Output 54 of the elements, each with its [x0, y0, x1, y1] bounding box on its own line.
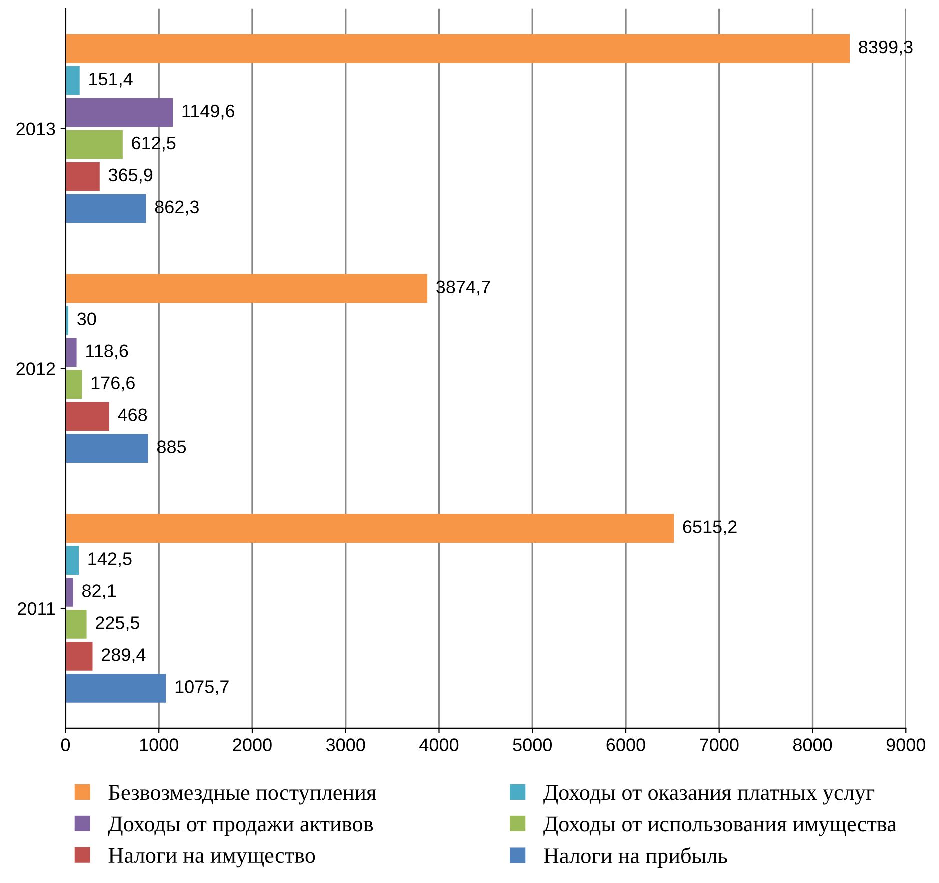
- data-label: 118,6: [86, 344, 128, 360]
- y-tick-label: 2011: [18, 602, 56, 616]
- bar: [66, 98, 174, 128]
- bar: [66, 402, 110, 432]
- x-tick-label: 5000: [513, 738, 552, 752]
- data-label: 3874,7: [436, 280, 490, 296]
- bar: [66, 370, 82, 400]
- bar: [66, 514, 674, 543]
- bar: [66, 274, 428, 304]
- data-label: 82,1: [82, 584, 116, 600]
- x-tick-label: 8000: [793, 738, 832, 752]
- bar: [66, 434, 148, 464]
- data-label: 885: [157, 440, 186, 454]
- y-tick-label: 2012: [16, 362, 56, 376]
- bar: [66, 578, 74, 607]
- bar: [66, 642, 93, 671]
- legend-label: Безвозмездные поступления: [108, 785, 376, 805]
- data-label: 1075,7: [176, 680, 229, 696]
- legend-label: Налоги на прибыль: [544, 847, 728, 868]
- data-label: 151,4: [90, 73, 133, 88]
- data-label: 225,5: [96, 616, 140, 632]
- bar: [66, 162, 100, 192]
- bar: [66, 130, 123, 160]
- y-tick-label: 2013: [16, 122, 56, 136]
- data-label: 6515,2: [683, 520, 737, 536]
- data-label: 862,3: [155, 200, 199, 216]
- x-tick-label: 7000: [700, 738, 739, 752]
- bar: [66, 66, 80, 96]
- data-label: 30: [78, 312, 96, 326]
- legend-label: Доходы от оказания платных услуг: [544, 785, 875, 805]
- x-tick-label: 9000: [886, 738, 926, 752]
- data-label: 365,9: [108, 168, 153, 184]
- data-label: 176,6: [92, 376, 135, 392]
- bar: [66, 338, 77, 368]
- legend-label: Налоги на имущество: [108, 848, 316, 868]
- data-label: 468: [118, 408, 148, 422]
- data-label: 289,4: [102, 648, 146, 664]
- x-tick-label: 0: [61, 738, 70, 752]
- x-tick-label: 1000: [140, 738, 178, 752]
- x-tick-label: 4000: [420, 738, 459, 752]
- data-label: 142,5: [88, 552, 132, 568]
- x-tick-label: 6000: [606, 738, 646, 752]
- bar: [66, 674, 166, 703]
- bar: [66, 610, 87, 639]
- data-label: 8399,3: [859, 40, 913, 56]
- bar: [66, 546, 80, 575]
- x-tick-label: 2000: [233, 738, 272, 752]
- data-label: 1149,6: [182, 104, 235, 120]
- legend-label: Доходы от использования имущества: [544, 816, 897, 836]
- legend-label: Доходы от продажи активов: [108, 816, 374, 836]
- data-label: 612,5: [132, 136, 176, 152]
- bar: [66, 34, 850, 64]
- x-tick-label: 3000: [326, 738, 366, 752]
- bar: [66, 194, 146, 224]
